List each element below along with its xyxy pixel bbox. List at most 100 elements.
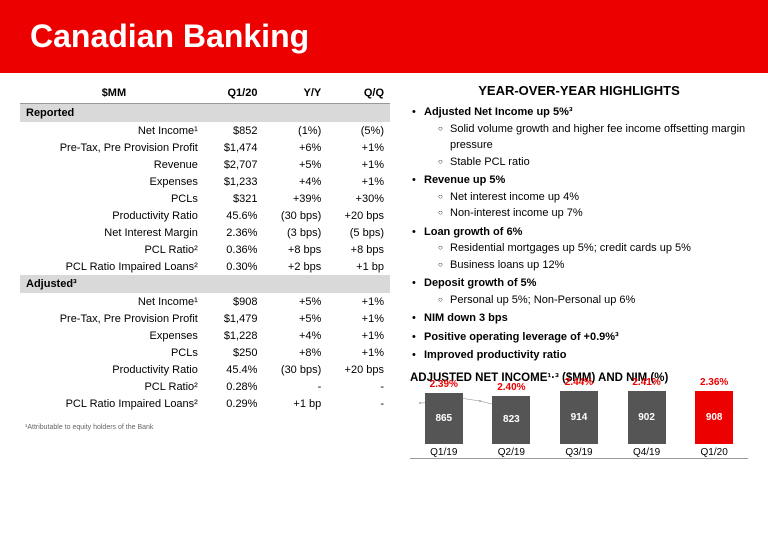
table-cell: +5% — [263, 310, 327, 327]
bar: 914 — [560, 391, 598, 444]
table-cell: - — [327, 395, 390, 412]
table-cell: - — [263, 378, 327, 395]
table-cell: +20 bps — [327, 207, 390, 224]
bar-period-label: Q1/20 — [701, 447, 728, 458]
table-row: Net Income¹$908+5%+1% — [20, 293, 390, 310]
left-column: $MMQ1/20Y/YQ/Q ReportedNet Income¹$852(1… — [20, 83, 390, 479]
table-row: Pre-Tax, Pre Provision Profit$1,479+5%+1… — [20, 310, 390, 327]
bar: 823 — [492, 396, 530, 444]
section-header: Adjusted³ — [20, 275, 390, 293]
table-cell: PCL Ratio² — [20, 378, 208, 395]
table-cell: - — [327, 378, 390, 395]
table-cell: Pre-Tax, Pre Provision Profit — [20, 310, 208, 327]
table-cell: (30 bps) — [263, 361, 327, 378]
table-cell: PCLs — [20, 344, 208, 361]
table-row: Net Interest Margin2.36%(3 bps)(5 bps) — [20, 224, 390, 241]
table-row: PCL Ratio²0.36%+8 bps+8 bps — [20, 241, 390, 258]
highlight-sub: Net interest income up 4% — [438, 189, 748, 206]
table-cell: $321 — [208, 190, 264, 207]
table-cell: +1% — [327, 327, 390, 344]
highlight-sub: Personal up 5%; Non-Personal up 6% — [438, 292, 748, 309]
table-cell: Revenue — [20, 156, 208, 173]
table-cell: 2.36% — [208, 224, 264, 241]
highlight-sub: Solid volume growth and higher fee incom… — [438, 121, 748, 154]
table-cell: +1 bp — [263, 395, 327, 412]
table-cell: +1 bp — [327, 258, 390, 275]
highlight-item: Revenue up 5% Net interest income up 4%No… — [410, 172, 748, 222]
table-cell: $1,228 — [208, 327, 264, 344]
table-cell: +1% — [327, 173, 390, 190]
footnote: ¹Attributable to equity holders of the B… — [20, 424, 390, 431]
nim-value: 2.41% — [632, 377, 660, 388]
slide-title: Canadian Banking — [30, 18, 738, 55]
table-cell: +8 bps — [263, 241, 327, 258]
table-row: Productivity Ratio45.4%(30 bps)+20 bps — [20, 361, 390, 378]
table-cell: +1% — [327, 139, 390, 156]
table-cell: $852 — [208, 122, 264, 139]
highlight-main: Loan growth of 6% — [424, 226, 522, 238]
table-cell: +30% — [327, 190, 390, 207]
highlight-item: Loan growth of 6% Residential mortgages u… — [410, 224, 748, 274]
table-cell: Net Income¹ — [20, 122, 208, 139]
highlight-main: Positive operating leverage of +0.9%³ — [424, 331, 619, 343]
bar-group: 2.41%902Q4/19 — [616, 391, 677, 457]
highlight-item: Deposit growth of 5% Personal up 5%; Non-… — [410, 275, 748, 308]
bar: 908 — [695, 391, 733, 444]
highlight-main: NIM down 3 bps — [424, 312, 508, 324]
table-row: Revenue$2,707+5%+1% — [20, 156, 390, 173]
table-cell: (5%) — [327, 122, 390, 139]
highlight-main: Adjusted Net Income up 5%³ — [424, 106, 573, 118]
table-row: Productivity Ratio45.6%(30 bps)+20 bps — [20, 207, 390, 224]
col-header: Q1/20 — [208, 83, 264, 104]
bar-period-label: Q3/19 — [565, 447, 592, 458]
table-cell: 0.29% — [208, 395, 264, 412]
table-cell: 0.30% — [208, 258, 264, 275]
table-cell: +1% — [327, 344, 390, 361]
bar: 902 — [628, 391, 666, 443]
content-area: $MMQ1/20Y/YQ/Q ReportedNet Income¹$852(1… — [0, 73, 768, 479]
table-cell: (30 bps) — [263, 207, 327, 224]
right-column: YEAR-OVER-YEAR HIGHLIGHTS Adjusted Net I… — [410, 83, 748, 479]
chart-bars: 2.39%865Q1/192.40%823Q2/192.44%914Q3/192… — [410, 389, 748, 459]
table-row: PCL Ratio Impaired Loans²0.29%+1 bp- — [20, 395, 390, 412]
highlights-title: YEAR-OVER-YEAR HIGHLIGHTS — [410, 83, 748, 98]
table-cell: Expenses — [20, 327, 208, 344]
section-header: Reported — [20, 104, 390, 123]
col-header: Y/Y — [263, 83, 327, 104]
bar-period-label: Q4/19 — [633, 447, 660, 458]
bar-group: 2.36%908Q1/20 — [684, 391, 745, 458]
highlight-sub: Stable PCL ratio — [438, 154, 748, 171]
table-cell: PCL Ratio Impaired Loans² — [20, 395, 208, 412]
nim-value: 2.39% — [430, 379, 458, 390]
highlight-sub: Non-interest income up 7% — [438, 205, 748, 222]
table-cell: +1% — [327, 293, 390, 310]
table-cell: PCL Ratio Impaired Loans² — [20, 258, 208, 275]
table-cell: +5% — [263, 156, 327, 173]
table-cell: +8 bps — [327, 241, 390, 258]
table-cell: +4% — [263, 173, 327, 190]
table-row: PCL Ratio²0.28%-- — [20, 378, 390, 395]
table-cell: +1% — [327, 310, 390, 327]
chart-area: 2.39%865Q1/192.40%823Q2/192.44%914Q3/192… — [410, 389, 748, 479]
col-header: $MM — [20, 83, 208, 104]
table-cell: +1% — [327, 156, 390, 173]
highlight-sub: Residential mortgages up 5%; credit card… — [438, 240, 748, 257]
table-cell: 45.6% — [208, 207, 264, 224]
highlight-item: Positive operating leverage of +0.9%³ — [410, 329, 748, 346]
table-cell: (5 bps) — [327, 224, 390, 241]
highlight-main: Deposit growth of 5% — [424, 277, 536, 289]
table-cell: (1%) — [263, 122, 327, 139]
bar: 865 — [425, 393, 463, 443]
table-cell: $250 — [208, 344, 264, 361]
table-cell: $908 — [208, 293, 264, 310]
table-cell: $1,474 — [208, 139, 264, 156]
table-row: PCL Ratio Impaired Loans²0.30%+2 bps+1 b… — [20, 258, 390, 275]
highlight-main: Revenue up 5% — [424, 174, 505, 186]
table-cell: +20 bps — [327, 361, 390, 378]
table-cell: (3 bps) — [263, 224, 327, 241]
table-cell: Net Income¹ — [20, 293, 208, 310]
table-cell: $1,233 — [208, 173, 264, 190]
financials-table: $MMQ1/20Y/YQ/Q ReportedNet Income¹$852(1… — [20, 83, 390, 412]
bar-period-label: Q2/19 — [498, 447, 525, 458]
table-cell: +4% — [263, 327, 327, 344]
